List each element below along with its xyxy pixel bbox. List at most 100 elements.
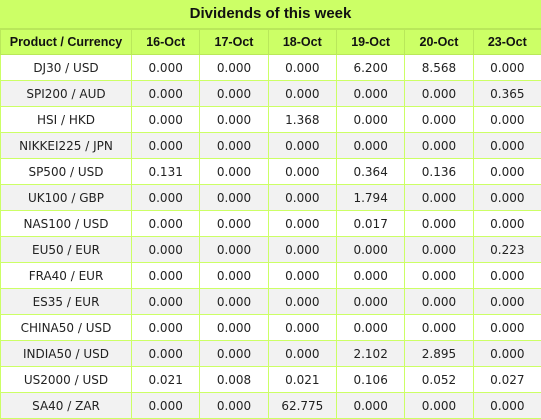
dividend-value-cell: 0.364 — [336, 159, 404, 185]
column-header-product: Product / Currency — [1, 30, 132, 55]
column-header-date: 16-Oct — [132, 30, 200, 55]
column-header-date: 18-Oct — [268, 30, 336, 55]
dividend-value-cell: 0.000 — [200, 315, 268, 341]
dividend-value-cell: 0.000 — [336, 315, 404, 341]
column-header-date: 17-Oct — [200, 30, 268, 55]
dividend-value-cell: 0.000 — [132, 237, 200, 263]
dividend-value-cell: 0.131 — [132, 159, 200, 185]
dividend-value-cell: 0.000 — [268, 185, 336, 211]
dividend-value-cell: 0.000 — [405, 315, 473, 341]
dividend-value-cell: 0.000 — [268, 55, 336, 81]
dividend-value-cell: 0.021 — [268, 367, 336, 393]
dividend-value-cell: 0.000 — [132, 289, 200, 315]
dividend-value-cell: 0.000 — [200, 159, 268, 185]
product-currency-cell: SA40 / ZAR — [1, 393, 132, 419]
dividend-value-cell: 0.000 — [268, 237, 336, 263]
dividends-table: Product / Currency 16-Oct 17-Oct 18-Oct … — [0, 29, 541, 419]
dividend-value-cell: 0.000 — [200, 393, 268, 419]
dividend-value-cell: 0.000 — [405, 211, 473, 237]
dividend-value-cell: 0.000 — [336, 107, 404, 133]
dividend-value-cell: 0.000 — [132, 133, 200, 159]
dividend-value-cell: 0.052 — [405, 367, 473, 393]
product-currency-cell: SP500 / USD — [1, 159, 132, 185]
column-header-date: 20-Oct — [405, 30, 473, 55]
dividend-value-cell: 0.223 — [473, 237, 541, 263]
product-currency-cell: ES35 / EUR — [1, 289, 132, 315]
column-header-date: 23-Oct — [473, 30, 541, 55]
dividend-value-cell: 1.794 — [336, 185, 404, 211]
dividend-value-cell: 0.000 — [200, 263, 268, 289]
dividend-value-cell: 0.000 — [268, 263, 336, 289]
product-currency-cell: SPI200 / AUD — [1, 81, 132, 107]
dividend-value-cell: 0.000 — [473, 185, 541, 211]
product-currency-cell: UK100 / GBP — [1, 185, 132, 211]
dividend-value-cell: 0.000 — [405, 133, 473, 159]
dividend-value-cell: 0.000 — [405, 81, 473, 107]
product-currency-cell: US2000 / USD — [1, 367, 132, 393]
dividend-value-cell: 0.000 — [268, 159, 336, 185]
dividend-value-cell: 0.000 — [473, 107, 541, 133]
dividend-value-cell: 0.365 — [473, 81, 541, 107]
dividend-value-cell: 0.000 — [336, 81, 404, 107]
dividend-value-cell: 2.102 — [336, 341, 404, 367]
dividend-value-cell: 0.000 — [132, 211, 200, 237]
dividend-value-cell: 0.000 — [268, 341, 336, 367]
dividend-value-cell: 0.000 — [132, 185, 200, 211]
column-header-date: 19-Oct — [336, 30, 404, 55]
dividend-value-cell: 8.568 — [405, 55, 473, 81]
dividend-value-cell: 0.000 — [473, 133, 541, 159]
dividend-value-cell: 0.106 — [336, 367, 404, 393]
dividend-value-cell: 0.000 — [268, 211, 336, 237]
product-currency-cell: NIKKEI225 / JPN — [1, 133, 132, 159]
dividend-value-cell: 0.000 — [473, 211, 541, 237]
dividend-value-cell: 0.000 — [200, 81, 268, 107]
dividend-value-cell: 62.775 — [268, 393, 336, 419]
dividend-value-cell: 0.000 — [132, 341, 200, 367]
dividend-value-cell: 0.000 — [473, 263, 541, 289]
dividend-value-cell: 0.000 — [132, 393, 200, 419]
dividend-value-cell: 0.000 — [268, 133, 336, 159]
dividend-value-cell: 0.000 — [132, 263, 200, 289]
dividend-value-cell: 0.000 — [200, 133, 268, 159]
dividend-value-cell: 0.000 — [200, 237, 268, 263]
product-currency-cell: DJ30 / USD — [1, 55, 132, 81]
dividend-value-cell: 0.000 — [200, 107, 268, 133]
dividend-value-cell: 0.000 — [200, 211, 268, 237]
product-currency-cell: EU50 / EUR — [1, 237, 132, 263]
dividend-value-cell: 0.000 — [132, 81, 200, 107]
dividend-value-cell: 0.000 — [336, 289, 404, 315]
dividend-value-cell: 0.000 — [405, 263, 473, 289]
dividend-value-cell: 0.000 — [473, 159, 541, 185]
product-currency-cell: FRA40 / EUR — [1, 263, 132, 289]
dividend-value-cell: 1.368 — [268, 107, 336, 133]
product-currency-cell: CHINA50 / USD — [1, 315, 132, 341]
dividend-value-cell: 0.000 — [336, 133, 404, 159]
dividend-value-cell: 0.000 — [405, 237, 473, 263]
dividend-value-cell: 0.000 — [473, 341, 541, 367]
dividend-value-cell: 0.000 — [132, 55, 200, 81]
dividend-value-cell: 0.000 — [405, 185, 473, 211]
dividend-value-cell: 0.000 — [473, 315, 541, 341]
product-currency-cell: INDIA50 / USD — [1, 341, 132, 367]
dividend-value-cell: 0.000 — [200, 185, 268, 211]
table-title: Dividends of this week — [0, 0, 541, 29]
dividend-value-cell: 0.027 — [473, 367, 541, 393]
dividend-value-cell: 6.200 — [336, 55, 404, 81]
header-row: Product / Currency 16-Oct 17-Oct 18-Oct … — [1, 30, 541, 55]
product-currency-cell: HSI / HKD — [1, 107, 132, 133]
dividend-value-cell: 0.000 — [473, 289, 541, 315]
dividend-value-cell: 0.000 — [132, 315, 200, 341]
product-currency-cell: NAS100 / USD — [1, 211, 132, 237]
dividend-value-cell: 0.000 — [336, 393, 404, 419]
dividend-value-cell: 0.000 — [268, 289, 336, 315]
dividend-value-cell: 0.136 — [405, 159, 473, 185]
